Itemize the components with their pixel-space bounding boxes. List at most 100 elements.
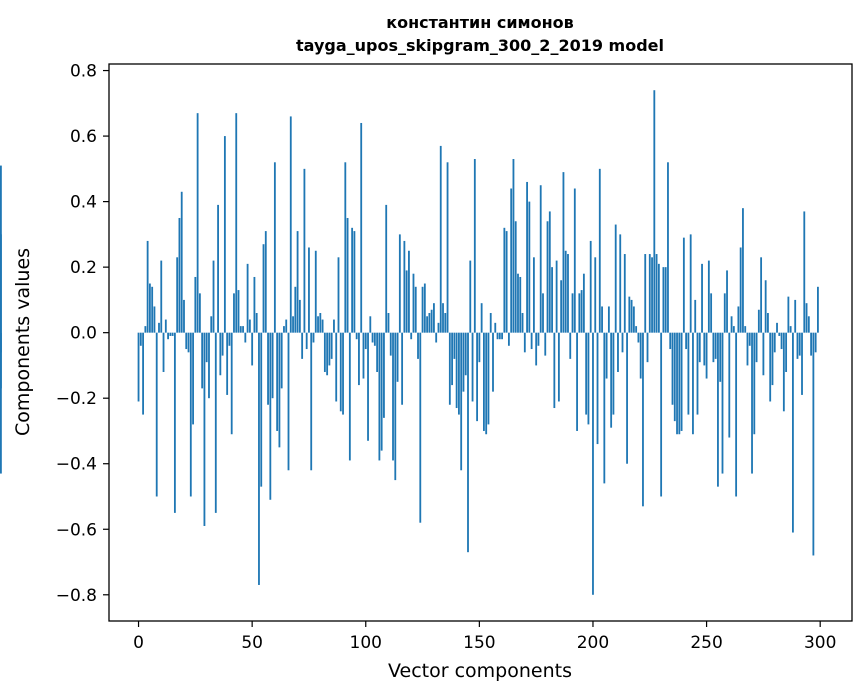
bar: [669, 332, 672, 350]
bar: [757, 309, 760, 333]
bar: [410, 332, 413, 340]
bar: [735, 332, 738, 497]
bar: [376, 332, 379, 372]
bar: [469, 260, 472, 333]
bar: [251, 332, 254, 366]
bars: [0, 90, 819, 595]
bar: [537, 332, 540, 346]
bar: [433, 303, 435, 333]
bar: [401, 332, 404, 405]
bar: [414, 286, 417, 333]
bar: [810, 332, 813, 356]
bar: [319, 313, 322, 333]
bar: [467, 332, 469, 553]
bar: [169, 332, 172, 336]
bar: [787, 296, 790, 333]
bar: [696, 332, 699, 415]
bar: [646, 332, 649, 363]
bar: [308, 247, 310, 333]
bar: [605, 332, 608, 379]
bar: [144, 326, 147, 333]
bar: [769, 332, 772, 402]
bar: [194, 276, 197, 333]
bar: [239, 326, 242, 333]
bar: [203, 332, 206, 526]
bar: [305, 332, 308, 350]
bar: [705, 332, 708, 379]
bar: [685, 332, 688, 350]
bar: [412, 273, 415, 333]
bar: [217, 204, 219, 333]
bar: [562, 172, 565, 333]
bar: [212, 260, 215, 333]
bar: [651, 257, 653, 333]
bar: [385, 204, 388, 333]
bar: [333, 319, 335, 333]
bar: [730, 316, 733, 333]
bar: [383, 332, 385, 418]
bar: [496, 332, 499, 340]
bar: [267, 332, 269, 405]
bar: [619, 234, 622, 333]
bar: [348, 332, 351, 461]
bar: [512, 159, 515, 333]
bar: [189, 332, 192, 497]
bar: [778, 332, 781, 336]
bar: [208, 332, 210, 399]
bar: [198, 293, 201, 333]
bar: [346, 217, 349, 333]
bar: [151, 286, 154, 333]
bar: [557, 332, 560, 402]
bar: [762, 332, 765, 376]
bar: [262, 244, 265, 333]
plot-frame: [108, 63, 853, 622]
x-axis-ticks: 0 50 100 150 200 250 300: [133, 621, 836, 653]
bar: [767, 313, 769, 333]
y-axis-label: Components values: [12, 248, 34, 436]
bar: [573, 188, 576, 333]
bar: [785, 332, 788, 372]
bar: [657, 263, 660, 333]
bar: [455, 332, 458, 409]
bar: [396, 332, 399, 382]
bar: [237, 290, 240, 333]
bar: [546, 221, 549, 333]
bar: [444, 313, 447, 333]
x-tick-label: 200: [577, 633, 609, 653]
bar: [471, 332, 474, 402]
bar: [403, 240, 406, 333]
bar: [155, 332, 158, 497]
bar: [339, 332, 342, 412]
bar: [776, 322, 778, 333]
bar: [789, 326, 792, 333]
bar: [555, 260, 558, 333]
y-tick-label: −0.4: [56, 455, 97, 475]
bar: [703, 332, 706, 366]
bar: [635, 326, 638, 333]
bar: [478, 332, 481, 363]
bar: [737, 306, 740, 333]
bar: [196, 113, 199, 333]
chart-title: константин симонов: [386, 13, 574, 32]
bar: [717, 332, 719, 487]
bar: [782, 332, 785, 412]
bar: [744, 326, 747, 333]
bar: [321, 319, 324, 333]
bar: [796, 332, 799, 359]
bar: [0, 332, 2, 474]
bar: [728, 332, 731, 438]
bar: [421, 286, 424, 333]
bar: [462, 332, 465, 392]
bar: [408, 250, 410, 333]
bar: [623, 254, 626, 333]
y-tick-label: −0.2: [56, 389, 97, 409]
bar: [569, 332, 572, 359]
bar: [687, 332, 690, 415]
bar: [355, 332, 358, 340]
bar: [417, 332, 419, 359]
x-tick-label: 300: [804, 633, 836, 653]
bar: [398, 234, 401, 333]
bar: [526, 181, 528, 333]
bar: [178, 217, 181, 333]
